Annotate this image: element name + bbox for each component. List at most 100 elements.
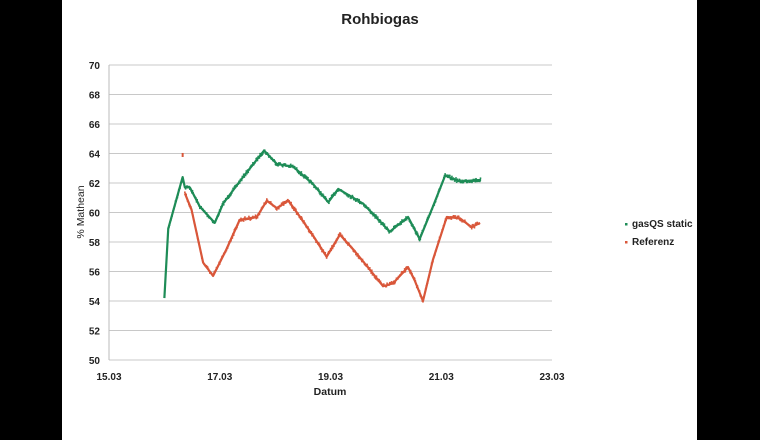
x-tick-label: 19.03	[318, 372, 343, 383]
data-point	[325, 255, 327, 257]
data-point	[338, 233, 341, 236]
data-point	[455, 181, 458, 183]
data-point	[202, 261, 204, 263]
data-point	[464, 219, 466, 222]
data-point	[451, 175, 453, 178]
data-point	[329, 247, 332, 250]
data-point	[400, 223, 403, 225]
data-point	[230, 193, 232, 196]
data-point	[184, 192, 187, 195]
data-point	[458, 218, 461, 220]
data-point	[451, 216, 454, 218]
data-point	[238, 180, 240, 183]
data-point	[353, 250, 355, 253]
data-point	[450, 218, 453, 220]
data-point	[337, 237, 339, 239]
data-point	[432, 205, 434, 207]
data-point	[479, 180, 481, 183]
data-point	[373, 274, 375, 276]
data-point	[221, 203, 224, 205]
gridlines	[108, 64, 552, 361]
data-point	[369, 269, 372, 272]
data-point	[291, 164, 294, 167]
data-point	[216, 265, 219, 268]
data-point	[426, 218, 428, 221]
data-point	[333, 243, 336, 245]
data-point	[240, 178, 242, 181]
data-point	[328, 252, 331, 254]
data-point	[357, 253, 359, 255]
data-point	[430, 262, 433, 265]
data-point	[445, 216, 448, 218]
data-point	[461, 179, 463, 182]
data-point	[287, 166, 290, 168]
data-point	[244, 218, 247, 221]
series-referenz	[181, 152, 481, 303]
data-point	[430, 267, 432, 269]
data-point	[326, 254, 329, 257]
data-point	[242, 218, 244, 221]
data-point	[378, 221, 380, 223]
data-point	[459, 179, 461, 182]
data-point	[265, 153, 267, 155]
data-point	[248, 218, 251, 220]
data-point	[414, 227, 416, 230]
data-point	[300, 171, 303, 173]
data-point	[171, 215, 173, 217]
data-point	[373, 213, 376, 216]
data-point	[466, 223, 469, 225]
data-point	[166, 239, 169, 242]
data-point	[179, 187, 181, 189]
data-point	[443, 224, 445, 226]
data-point	[260, 210, 262, 212]
data-point	[254, 160, 257, 163]
data-point	[188, 185, 190, 188]
data-point	[393, 225, 396, 227]
data-point	[414, 279, 417, 282]
data-point	[188, 203, 190, 206]
data-point	[214, 220, 217, 223]
data-point	[194, 227, 197, 229]
data-point	[472, 223, 474, 226]
data-point	[198, 242, 200, 244]
x-tick-label: 15.03	[96, 372, 121, 383]
data-point	[368, 268, 370, 270]
data-point	[282, 164, 285, 166]
data-point	[327, 201, 330, 203]
data-point	[403, 268, 406, 270]
data-point	[255, 217, 257, 220]
data-point	[226, 197, 228, 200]
data-point	[317, 187, 319, 190]
data-point	[415, 283, 417, 285]
data-point	[284, 202, 287, 204]
data-point	[215, 266, 218, 269]
data-point	[288, 200, 290, 202]
data-point	[468, 224, 471, 227]
data-point	[313, 186, 315, 189]
data-point	[440, 184, 442, 187]
data-point	[263, 202, 265, 205]
data-point	[457, 215, 460, 218]
data-point	[475, 177, 477, 180]
data-point	[227, 244, 230, 247]
data-point	[382, 222, 384, 224]
data-point	[348, 194, 351, 197]
data-point	[440, 183, 443, 186]
data-point	[199, 249, 202, 252]
data-point	[252, 162, 254, 164]
chart-svg: Rohbiogas 50 52 54 56 58 60 62 64 66 68 70 15.03 17…	[75, 11, 693, 398]
data-point	[228, 241, 231, 244]
data-point	[163, 295, 166, 297]
data-point	[289, 166, 291, 168]
data-point	[345, 241, 347, 243]
data-point	[230, 192, 233, 194]
data-point	[376, 217, 378, 219]
data-point	[327, 252, 329, 255]
data-point	[406, 267, 409, 270]
data-point	[184, 191, 186, 194]
data-point	[341, 235, 344, 238]
data-point	[290, 201, 292, 204]
data-point	[341, 234, 343, 237]
data-point	[429, 213, 432, 216]
data-point	[313, 237, 316, 239]
